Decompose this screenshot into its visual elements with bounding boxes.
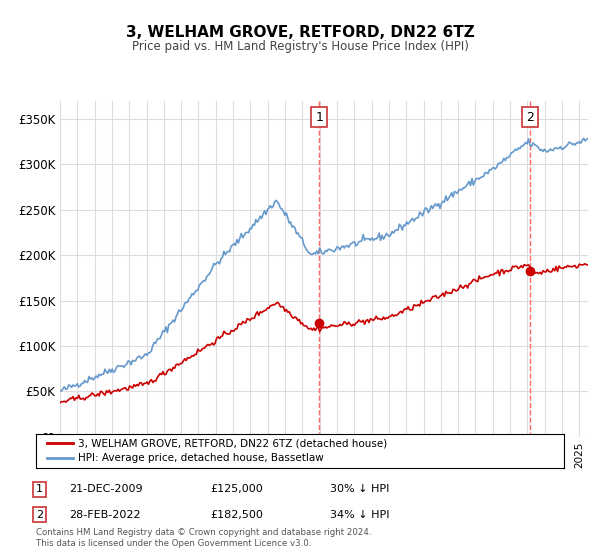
Text: HPI: Average price, detached house, Bassetlaw: HPI: Average price, detached house, Bass…: [78, 453, 324, 463]
Text: 2: 2: [36, 510, 43, 520]
Text: 2: 2: [526, 111, 534, 124]
Text: £182,500: £182,500: [210, 510, 263, 520]
Text: 21-DEC-2009: 21-DEC-2009: [69, 484, 143, 494]
Text: 30% ↓ HPI: 30% ↓ HPI: [330, 484, 389, 494]
Text: £125,000: £125,000: [210, 484, 263, 494]
Text: 28-FEB-2022: 28-FEB-2022: [69, 510, 140, 520]
Text: 3, WELHAM GROVE, RETFORD, DN22 6TZ (detached house): 3, WELHAM GROVE, RETFORD, DN22 6TZ (deta…: [78, 438, 388, 449]
Text: 1: 1: [36, 484, 43, 494]
Text: 34% ↓ HPI: 34% ↓ HPI: [330, 510, 389, 520]
Text: 3, WELHAM GROVE, RETFORD, DN22 6TZ: 3, WELHAM GROVE, RETFORD, DN22 6TZ: [125, 25, 475, 40]
Text: Price paid vs. HM Land Registry's House Price Index (HPI): Price paid vs. HM Land Registry's House …: [131, 40, 469, 53]
Text: Contains HM Land Registry data © Crown copyright and database right 2024.
This d: Contains HM Land Registry data © Crown c…: [36, 528, 371, 548]
Text: 1: 1: [315, 111, 323, 124]
